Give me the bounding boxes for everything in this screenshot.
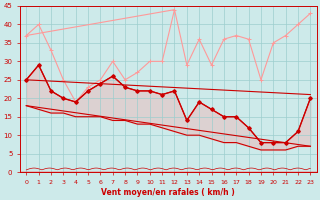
- X-axis label: Vent moyen/en rafales ( km/h ): Vent moyen/en rafales ( km/h ): [101, 188, 235, 197]
